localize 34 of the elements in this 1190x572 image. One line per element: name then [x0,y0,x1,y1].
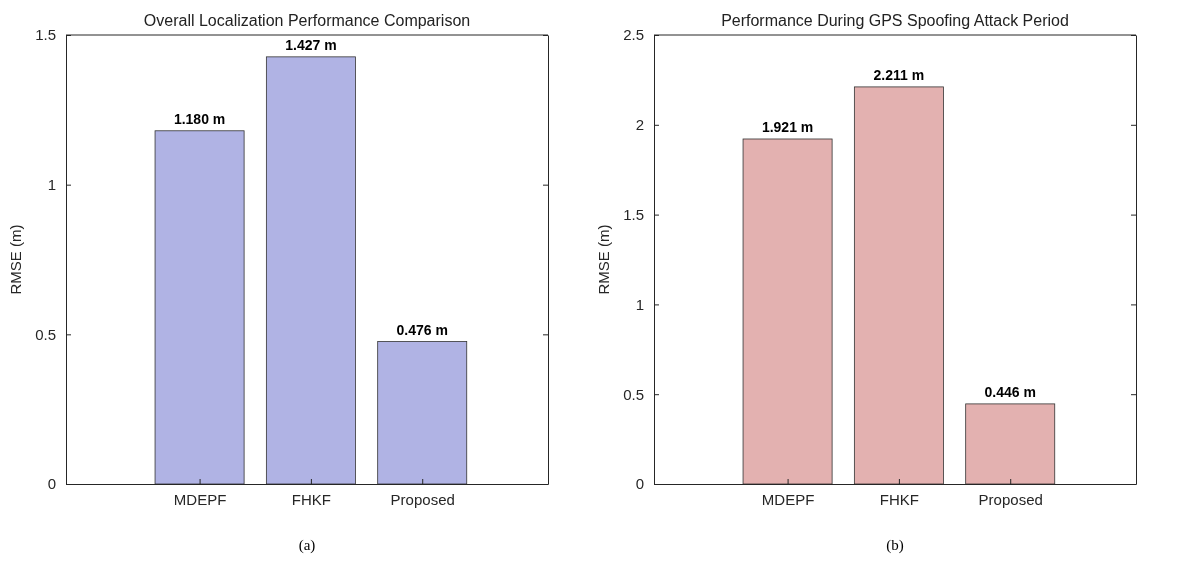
y-tick-label: 2.5 [623,26,644,44]
x-tick-label: Proposed [390,490,455,508]
y-axis-title: RMSE (m) [595,224,612,295]
bar [265,56,356,485]
y-tick-label: 1.5 [623,205,644,223]
text: (a) [298,537,316,554]
chart-title: Overall Localization Performance Comparison [143,12,471,29]
bar [377,341,468,485]
bar [154,130,245,485]
x-tick-label: FHKF [879,490,919,508]
data-label: 0.446 m [984,383,1036,400]
data-label: 1.921 m [761,118,814,135]
data-label: 2.211 m [873,66,925,83]
x-tick-label: Proposed [978,490,1043,508]
x-tick-label: MDEPF [761,490,815,508]
y-tick-label: 1 [47,175,56,193]
bar [853,86,944,485]
y-tick-label: 0 [635,475,644,493]
y-tick-label: 0 [47,475,56,493]
data-label: 1.427 m [285,36,337,53]
y-tick-label: 0.5 [35,325,56,343]
bar [965,403,1056,485]
x-tick-label: FHKF [291,490,331,508]
y-tick-label: 1.5 [35,26,56,44]
y-tick-label: 1 [635,295,644,313]
x-tick-label: MDEPF [173,490,227,508]
text: (b) [886,537,904,554]
y-tick-label: 0.5 [623,385,644,403]
y-axis-title: RMSE (m) [7,224,24,295]
chart-title: Performance During GPS Spoofing Attack Period [721,12,1069,29]
data-label: 1.180 m [173,110,226,127]
bar [742,138,833,485]
y-tick-label: 2 [635,116,644,134]
data-label: 0.476 m [396,321,448,338]
